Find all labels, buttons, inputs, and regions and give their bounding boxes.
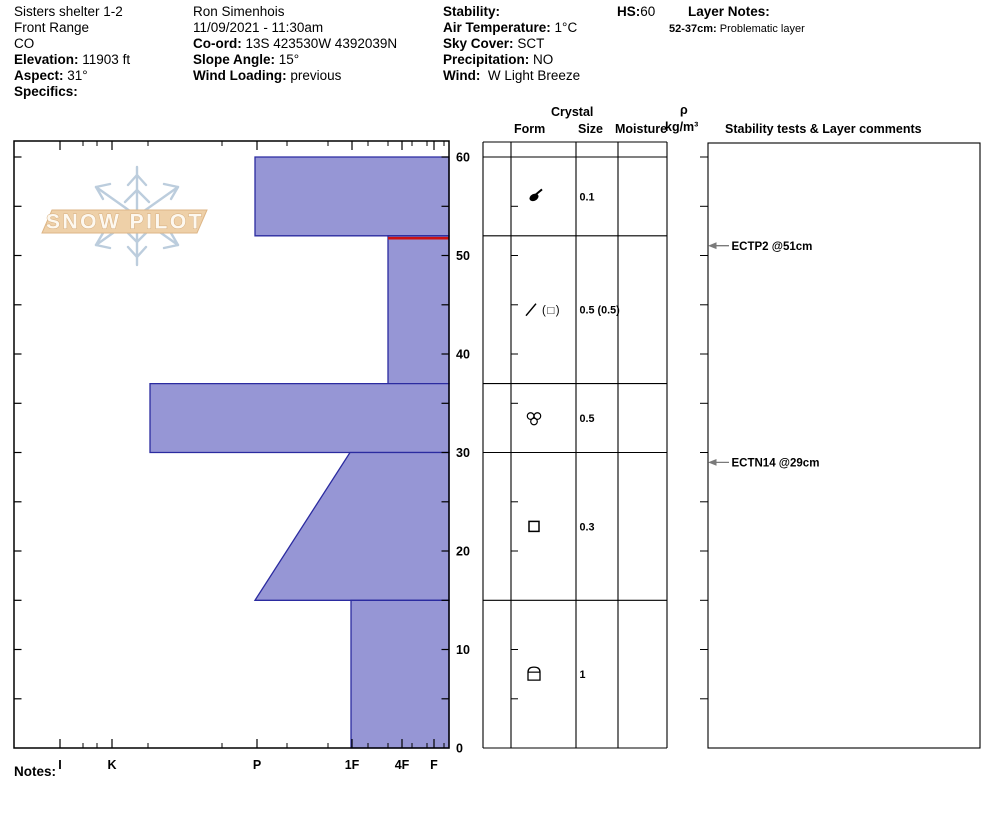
air-temperature-field: Air Temperature: 1°C [443,20,578,35]
grain-form-symbol [525,303,537,317]
size-header: Size [578,122,604,136]
stability-test-label: ECTP2 @51cm [732,241,813,253]
snow-height-field: HS:60 [617,4,656,19]
hardness-label: K [107,758,116,772]
stability-field: Stability: [443,4,501,19]
stability-test-annotations: ECTP2 @51cm ECTN14 @29cm [708,241,819,470]
logo-banner [41,209,208,234]
logo-text: SNOW PILOT [46,211,204,234]
aspect-field: Aspect: 31° [14,68,88,83]
snow-layer [149,382,450,454]
layer-note-item: 52-37cm: Problematic layer [669,23,805,35]
test-arrow-icon [708,242,717,250]
grain-form-symbol [529,193,539,202]
grain-size-value: 0.5 (0.5) [580,305,621,317]
crystal-header: Crystal [551,105,594,119]
range-name: Front Range [14,20,90,35]
grain-form-text: (□) [542,305,561,317]
state-name: CO [14,36,35,51]
depth-label: 0 [456,742,463,756]
grain-form-symbol [533,412,542,420]
depth-label: 40 [456,348,470,362]
coordinates-field: Co-ord: 13S 423530W 4392039N [193,36,398,51]
hardness-label: 1F [345,758,360,772]
grain-form-symbol [528,520,540,533]
wind-field: Wind: W Light Breeze [443,68,581,83]
test-arrow-icon [708,459,717,466]
conditions-block: Stability: Air Temperature: 1°C Sky Cove… [443,4,580,84]
snow-layer [254,156,450,237]
notes-label: Notes: [14,764,57,779]
grain-size-value: 1 [580,669,586,681]
depth-label: 60 [456,151,470,165]
grain-size-value: 0.1 [580,191,595,203]
slope-angle-field: Slope Angle: 15° [193,52,300,67]
snow-layer [387,235,450,385]
depth-label: 50 [456,249,470,263]
grain-size-value: 0.3 [580,521,595,533]
depth-label: 20 [456,545,470,559]
observer-info-block: Ron Simenhois 11/09/2021 - 11:30am Co-or… [193,4,397,84]
layer-notes-block: Layer Notes: [688,4,770,20]
chart-axes: 60 50 40 30 20 10 0 I K P 1F 4F F [13,140,470,772]
precipitation-field: Precipitation: NO [443,52,554,67]
density-units-header: kg/m³ [665,120,699,134]
hardness-label: I [58,758,61,772]
snow-layer [253,451,450,601]
hardness-label: P [253,758,261,772]
moisture-header: Moisture [615,122,668,136]
site-info-block: Sisters shelter 1-2 Front Range CO Eleva… [14,4,130,100]
observation-datetime: 11/09/2021 - 11:30am [193,20,324,35]
grain-symbols: 0.1 (□) 0.5 (0.5) 0.5 0.3 1 [525,188,621,681]
observer-name: Ron Simenhois [193,4,285,19]
form-header: Form [514,122,546,136]
stability-test-label: ECTN14 @29cm [732,458,820,470]
sky-cover-field: Sky Cover: SCT [443,36,545,51]
density-symbol-header: ρ [680,103,688,117]
snow-layers [149,156,450,749]
grain-form-symbol [530,417,538,426]
depth-label: 30 [456,446,470,460]
layer-notes-title: Layer Notes: [688,4,770,19]
stability-tests-header: Stability tests & Layer comments [725,122,922,136]
grain-table-grid [482,141,981,749]
elevation-field: Elevation: 11903 ft [14,52,131,67]
depth-label: 10 [456,643,470,657]
pit-name: Sisters shelter 1-2 [14,4,123,19]
stability-comments-box [707,142,981,749]
specifics-field: Specifics: [14,84,78,99]
grain-form-symbol [527,666,541,681]
snowpilot-logo: SNOW PILOT [41,165,208,267]
wind-loading-field: Wind Loading: previous [193,68,342,83]
grain-form-symbol [535,188,543,196]
grain-size-value: 0.5 [580,413,595,425]
hardness-label: F [430,758,438,772]
snow-layer [350,599,450,749]
chart-frame [13,140,450,749]
hardness-label: 4F [395,758,410,772]
